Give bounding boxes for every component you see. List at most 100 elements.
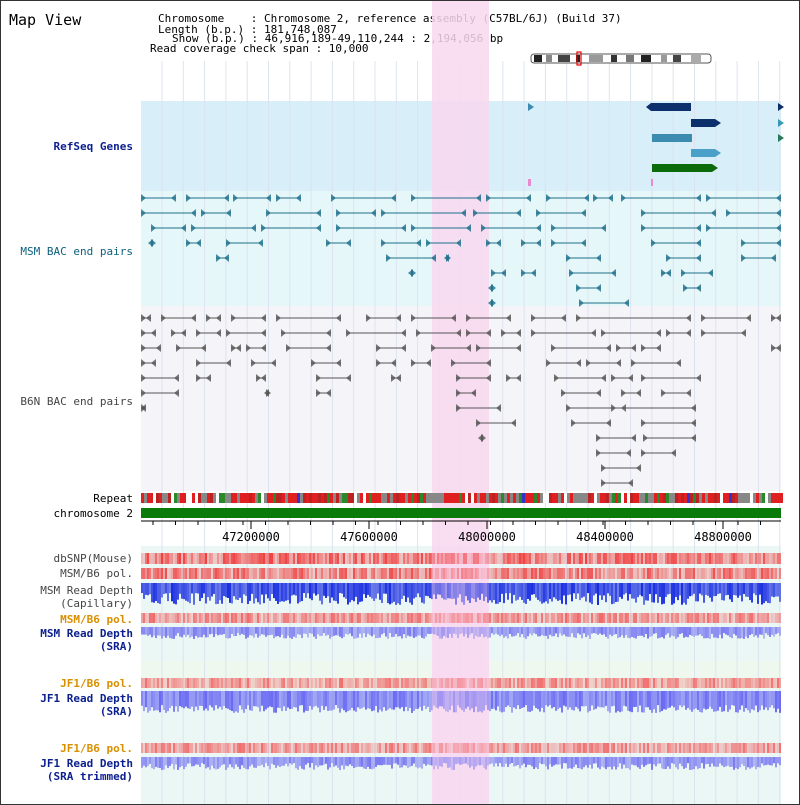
dbsnp-cell: [771, 553, 773, 564]
msm-depth-capillary-bar: [535, 583, 537, 598]
dbsnp-cell: [381, 553, 383, 564]
msm-b6-pol2-cell: [705, 613, 707, 623]
track-label-dbsnp[interactable]: dbSNP(Mouse): [53, 552, 133, 565]
track-label-jf1-depth-sra-1[interactable]: JF1 Read Depth: [40, 692, 133, 705]
msm-depth-capillary-bar: [199, 583, 201, 602]
jf1-b6-pol-cell: [723, 678, 725, 688]
track-label-msm-bac[interactable]: MSM BAC end pairs: [20, 245, 133, 258]
jf1-b6-pol2-cell: [299, 743, 301, 753]
jf1-depth-sra-bar: [623, 691, 625, 706]
jf1-b6-pol-cell: [181, 678, 183, 688]
msm-depth-capillary-bar: [639, 583, 641, 596]
track-label-refseq[interactable]: RefSeq Genes: [53, 140, 133, 153]
jf1-b6-pol-cell: [715, 678, 717, 688]
msm-b6-pol2-cell: [459, 613, 461, 623]
jf1-b6-pol-cell: [259, 678, 261, 688]
jf1-depth-trim-bar: [197, 757, 199, 765]
track-label-msm-depth-sra-1[interactable]: MSM Read Depth: [40, 627, 133, 640]
dbsnp-cell: [309, 553, 311, 564]
msm-depth-capillary-bar: [395, 583, 397, 605]
msm-depth-sra-bar: [639, 627, 641, 636]
msm-b6-pol2-cell: [173, 613, 175, 623]
jf1-b6-pol2-cell: [663, 743, 665, 753]
track-label-chromosome[interactable]: chromosome 2: [53, 507, 133, 520]
msm-b6-pol-cell: [203, 568, 205, 579]
jf1-b6-pol-cell: [271, 678, 273, 688]
msm-depth-capillary-bar: [339, 583, 341, 594]
msm-depth-sra-bar: [659, 627, 661, 638]
b6n-bac-end: [231, 314, 236, 322]
track-label-msm-b6-pol[interactable]: MSM/B6 pol.: [60, 567, 133, 580]
msm-b6-pol-cell: [767, 568, 769, 579]
repeat-element: [231, 493, 234, 503]
jf1-b6-pol-cell: [379, 678, 381, 688]
jf1-b6-pol-cell: [695, 678, 697, 688]
dbsnp-cell: [345, 553, 347, 564]
jf1-depth-trim-bar: [425, 757, 427, 766]
msm-b6-pol2-cell: [209, 613, 211, 623]
msm-b6-pol-cell: [279, 568, 281, 579]
msm-depth-sra-bar: [723, 627, 725, 634]
repeat-element: [291, 493, 294, 503]
msm-b6-pol-cell: [731, 568, 733, 579]
jf1-depth-sra-bar: [215, 691, 217, 706]
jf1-depth-sra-bar: [597, 691, 599, 707]
jf1-b6-pol2-cell: [681, 743, 683, 753]
jf1-b6-pol2-cell: [175, 743, 177, 753]
msm-depth-capillary-bar: [681, 583, 683, 605]
msm-depth-sra-bar: [471, 627, 473, 634]
jf1-depth-sra-bar: [497, 691, 499, 707]
msm-b6-pol2-cell: [567, 613, 569, 623]
track-label-b6n-bac[interactable]: B6N BAC end pairs: [20, 395, 133, 408]
msm-depth-capillary-bar: [773, 583, 775, 598]
msm-b6-pol2-cell: [415, 613, 417, 623]
jf1-b6-pol2-cell: [205, 743, 207, 753]
track-label-repeat[interactable]: Repeat: [93, 492, 133, 505]
track-label-msm-b6-pol-2[interactable]: MSM/B6 pol.: [60, 613, 133, 626]
jf1-depth-trim-bar: [333, 757, 335, 767]
msm-depth-capillary-bar: [553, 583, 555, 598]
msm-b6-pol-cell: [387, 568, 389, 579]
msm-b6-pol2-cell: [207, 613, 209, 623]
dbsnp-cell: [557, 553, 559, 564]
jf1-depth-trim-bar: [481, 757, 483, 766]
msm-b6-pol2-cell: [247, 613, 249, 623]
jf1-b6-pol-cell: [533, 678, 535, 688]
msm-b6-pol2-cell: [715, 613, 717, 623]
jf1-depth-trim-bar: [405, 757, 407, 766]
msm-depth-capillary-bar: [315, 583, 317, 596]
msm-b6-pol-cell: [493, 568, 495, 579]
repeat-element: [357, 493, 360, 503]
jf1-depth-sra-bar: [159, 691, 161, 713]
jf1-depth-trim-bar: [673, 757, 675, 765]
msm-bac-end: [581, 239, 586, 247]
jf1-depth-trim-bar: [153, 757, 155, 770]
jf1-b6-pol2-cell: [365, 743, 367, 753]
dbsnp-cell: [435, 553, 437, 564]
dbsnp-cell: [657, 553, 659, 564]
b6n-bac-end: [191, 314, 196, 322]
msm-depth-sra-bar: [211, 627, 213, 634]
track-label-jf1-depth-trim-1[interactable]: JF1 Read Depth: [40, 757, 133, 770]
track-label-jf1-b6-pol[interactable]: JF1/B6 pol.: [60, 677, 133, 690]
jf1-depth-sra-bar: [175, 691, 177, 707]
jf1-b6-pol2-cell: [447, 743, 449, 753]
jf1-b6-pol-cell: [593, 678, 595, 688]
msm-bac-end: [706, 224, 711, 232]
repeat-element: [288, 493, 291, 503]
msm-b6-pol2-cell: [745, 613, 747, 623]
msm-depth-capillary-bar: [633, 583, 635, 599]
msm-depth-sra-bar: [753, 627, 755, 637]
jf1-b6-pol-cell: [369, 678, 371, 688]
msm-b6-pol-cell: [465, 568, 467, 579]
msm-depth-sra-bar: [331, 627, 333, 637]
jf1-depth-sra-bar: [709, 691, 711, 707]
gene-arrow: [712, 164, 718, 172]
msm-depth-capillary-bar: [647, 583, 649, 601]
dbsnp-cell: [199, 553, 201, 564]
jf1-depth-trim-bar: [683, 757, 685, 769]
track-label-jf1-b6-pol-2[interactable]: JF1/B6 pol.: [60, 742, 133, 755]
track-label-msm-depth-capillary-1[interactable]: MSM Read Depth: [40, 584, 133, 597]
jf1-b6-pol-cell: [589, 678, 591, 688]
